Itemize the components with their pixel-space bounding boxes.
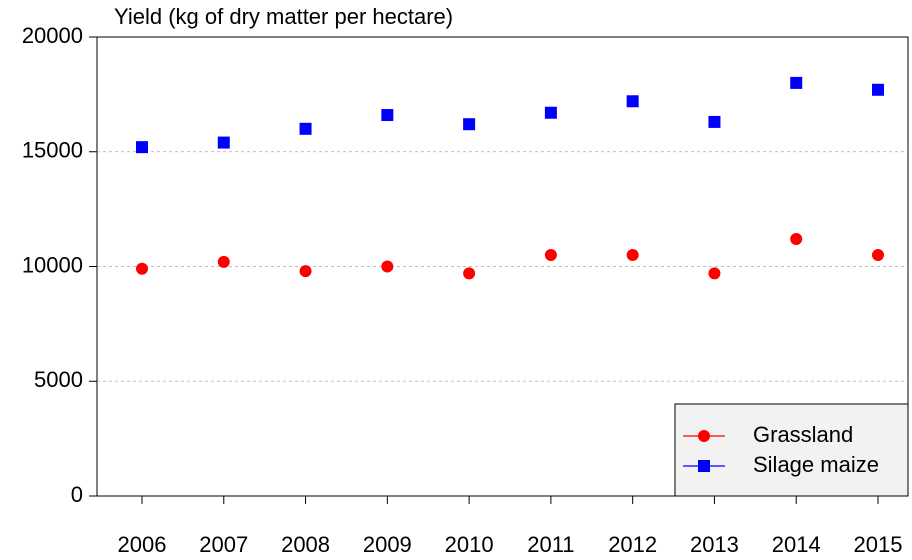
y-tick-label: 5000 bbox=[34, 367, 83, 392]
marker bbox=[381, 260, 394, 273]
x-tick-label: 2014 bbox=[772, 532, 821, 557]
marker bbox=[872, 83, 884, 96]
x-tick-label: 2009 bbox=[363, 532, 412, 557]
marker bbox=[299, 265, 312, 278]
legend-label: Grassland bbox=[753, 422, 853, 447]
marker bbox=[136, 262, 148, 275]
marker bbox=[708, 267, 721, 280]
y-tick-label: 20000 bbox=[22, 23, 83, 48]
marker bbox=[626, 249, 639, 262]
marker bbox=[544, 106, 557, 119]
marker bbox=[136, 141, 148, 154]
marker bbox=[299, 122, 312, 135]
y-tick-label: 15000 bbox=[22, 138, 83, 163]
marker bbox=[790, 76, 803, 89]
x-tick-label: 2015 bbox=[854, 532, 903, 557]
marker bbox=[872, 249, 884, 262]
marker bbox=[463, 118, 476, 131]
x-tick-label: 2011 bbox=[527, 532, 574, 557]
marker bbox=[790, 232, 803, 245]
x-tick-label: 2013 bbox=[690, 532, 739, 557]
legend-marker bbox=[698, 430, 710, 442]
x-tick-label: 2008 bbox=[281, 532, 330, 557]
legend-label: Silage maize bbox=[753, 452, 879, 477]
y-tick-label: 0 bbox=[71, 482, 83, 507]
y-axis-label: Yield (kg of dry matter per hectare) bbox=[114, 4, 453, 29]
x-tick-label: 2006 bbox=[118, 532, 167, 557]
x-tick-label: 2010 bbox=[445, 532, 494, 557]
marker bbox=[626, 95, 639, 108]
marker bbox=[217, 255, 230, 268]
y-tick-label: 10000 bbox=[22, 252, 83, 277]
marker bbox=[381, 109, 394, 122]
x-tick-label: 2012 bbox=[608, 532, 657, 557]
marker bbox=[463, 267, 476, 280]
legend-marker bbox=[698, 460, 710, 472]
legend-box bbox=[674, 403, 909, 497]
marker bbox=[544, 249, 557, 262]
marker bbox=[217, 136, 230, 149]
marker bbox=[708, 115, 721, 128]
x-tick-label: 2007 bbox=[199, 532, 248, 557]
